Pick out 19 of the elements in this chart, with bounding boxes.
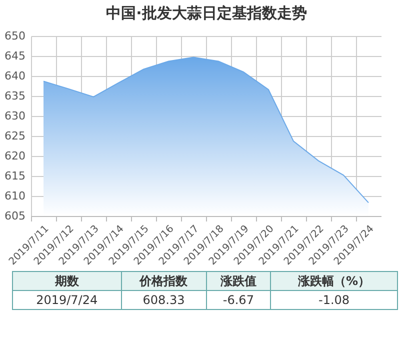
y-tick-label: 620 [4, 150, 26, 162]
y-tick-label: 645 [4, 50, 26, 62]
text: -1.08 [270, 290, 398, 310]
y-tick-label: 630 [4, 110, 26, 122]
text: 涨跌幅（%） [270, 272, 398, 290]
y-tick-label: 615 [4, 170, 26, 182]
text: 价格指数 [121, 272, 206, 290]
y-tick-label: 640 [4, 70, 26, 82]
y-tick-label: 650 [4, 30, 26, 42]
text: 涨跌值 [206, 272, 271, 290]
y-tick-label: 610 [4, 190, 26, 202]
text: 期数 [12, 272, 122, 290]
text: 608.33 [121, 290, 206, 310]
chart-title: 中国·批发大蒜日定基指数走势 [105, 3, 308, 24]
y-tick-label: 605 [4, 210, 26, 222]
text: -6.67 [206, 290, 271, 310]
text: 2019/7/24 [12, 290, 122, 310]
y-tick-label: 625 [4, 130, 26, 142]
y-tick-label: 635 [4, 90, 26, 102]
